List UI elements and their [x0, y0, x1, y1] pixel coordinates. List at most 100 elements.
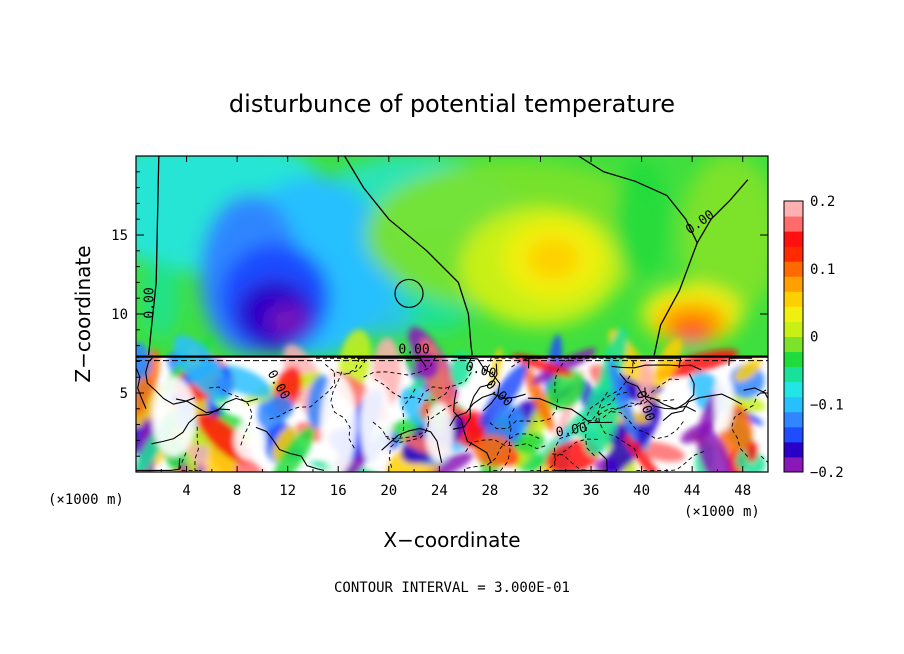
- contour-negative: [493, 408, 515, 471]
- turbulence-cell: [423, 452, 473, 472]
- colorbar-swatch: [784, 261, 803, 277]
- contour-negative: [576, 360, 634, 426]
- colorbar-swatch: [784, 321, 803, 337]
- colorbar-tick-label: 0.2: [810, 194, 835, 210]
- x-tick-label: 36: [583, 483, 600, 499]
- plot-field: [136, 156, 768, 472]
- contour-labels: 0.000.000.000.000.00 0.000.000.00: [143, 208, 718, 441]
- contour-negative: [194, 426, 202, 471]
- turbulence-cell: [272, 426, 297, 462]
- contour-positive: [619, 373, 696, 412]
- x-unit-right: (×1000 m): [684, 504, 760, 520]
- contour-negative: [382, 401, 458, 440]
- contour-positive: [357, 357, 427, 368]
- x-tick-label: 28: [481, 483, 498, 499]
- turbulence-cell: [608, 357, 637, 442]
- contour-negative: [552, 453, 603, 471]
- contour-positive: [452, 363, 498, 430]
- colorbar-tick-label: −0.2: [810, 465, 844, 481]
- field-blob: [267, 304, 308, 337]
- contour-negative: [597, 391, 639, 460]
- y-axis: 5 10 15: [111, 171, 768, 457]
- turbulence-void: [151, 376, 196, 457]
- colorbar-tick-label: 0.1: [810, 262, 835, 278]
- colorbar: 0.2 0.1 0 −0.1 −0.2: [783, 194, 844, 481]
- turbulence-cell: [638, 356, 654, 413]
- y-tick-label: 10: [111, 307, 128, 323]
- turbulence-cell: [582, 376, 621, 457]
- field-blob: [672, 321, 713, 342]
- contour-positive: [458, 357, 501, 412]
- contour-positive: [449, 393, 526, 427]
- colorbar-swatch: [784, 276, 803, 292]
- x-tick-label: 4: [182, 483, 190, 499]
- turbulence-void: [665, 378, 694, 423]
- turbulence-cell: [265, 395, 294, 421]
- contour-positive: [381, 427, 443, 463]
- contour-negative: [363, 357, 436, 378]
- field-blob: [680, 156, 768, 315]
- contour-negative: [374, 378, 452, 401]
- colorbar-swatch: [784, 306, 803, 322]
- contour-negative: [636, 450, 705, 471]
- contour-negative: [179, 452, 199, 471]
- field-blob: [615, 159, 668, 280]
- colorbar-swatch: [784, 396, 803, 413]
- x-axis: 4 8 12 16 20 24 28 32 36 40 44 48: [160, 156, 751, 499]
- colorbar-swatch: [784, 426, 803, 443]
- upper-color-blobs: [136, 156, 768, 357]
- contour-negative: [388, 388, 416, 469]
- contour-positive: [255, 426, 325, 471]
- contour-negative: [511, 357, 580, 368]
- turbulence-void: [713, 370, 734, 431]
- contour-positive: [611, 364, 702, 371]
- contour-negative: [324, 357, 360, 375]
- x-axis-label: X−coordinate: [383, 528, 520, 552]
- contour-positive: [644, 373, 695, 410]
- contour-positive: [743, 387, 768, 416]
- turbulence-cell: [473, 435, 515, 467]
- colorbar-swatch: [784, 456, 803, 473]
- y-tick-label: 15: [111, 228, 128, 244]
- contour-negative: [554, 357, 616, 393]
- contour-negative: [593, 397, 675, 424]
- colorbar-swatch: [784, 291, 803, 307]
- contour-negative: [207, 386, 253, 446]
- turbulence-void: [360, 379, 393, 470]
- x-unit-left: (×1000 m): [48, 492, 124, 508]
- contour-interval-note: CONTOUR INTERVAL = 3.000E-01: [334, 580, 570, 596]
- contour-negative: [418, 357, 473, 404]
- turbulence-cell: [546, 369, 585, 411]
- turbulence-cell: [746, 441, 758, 463]
- field-blob: [682, 337, 703, 348]
- contour-negative: [585, 391, 629, 457]
- turbulence-cell: [617, 424, 666, 472]
- contour-positive: [453, 389, 492, 464]
- y-tick-label: 5: [120, 386, 128, 402]
- colorbar-swatch: [784, 246, 803, 262]
- x-tick-label: 8: [233, 483, 241, 499]
- colorbar-swatch: [784, 411, 803, 428]
- contour-label: 0.00: [555, 421, 588, 441]
- contour-negative: [487, 398, 559, 430]
- colorbar-swatch: [784, 441, 803, 458]
- upper-field: [136, 156, 768, 357]
- colorbar-swatch: [784, 336, 803, 353]
- field-blob: [527, 238, 580, 279]
- colorbar-swatch: [784, 351, 803, 368]
- contour-negative: [602, 378, 682, 419]
- contour-positive: [728, 357, 753, 366]
- turbulence-cell: [652, 338, 682, 389]
- turbulence-void: [320, 374, 357, 472]
- x-tick-label: 32: [532, 483, 549, 499]
- contour-label: 0.00: [143, 287, 158, 318]
- colorbar-tick-label: −0.1: [810, 397, 844, 413]
- contour-negative: [609, 411, 684, 440]
- turbulence-cell: [173, 335, 228, 400]
- contour-negative: [372, 407, 429, 444]
- colorbar-swatch: [784, 366, 803, 383]
- x-tick-label: 20: [380, 483, 397, 499]
- contour-positive: [527, 397, 613, 424]
